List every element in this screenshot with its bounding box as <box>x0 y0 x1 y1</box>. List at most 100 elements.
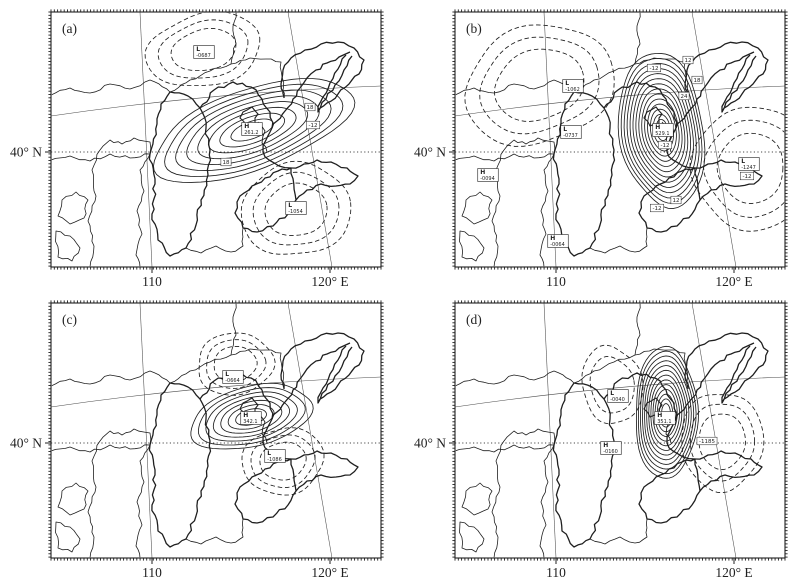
contour-dashed <box>198 332 276 396</box>
contour-solid <box>617 52 706 210</box>
extreme-marker-letter: L <box>741 158 745 165</box>
contour-solid <box>153 78 356 183</box>
contour-solid <box>175 89 332 172</box>
map-border <box>552 382 616 548</box>
map-border <box>51 79 171 96</box>
extreme-marker: H-0094 <box>477 168 499 182</box>
map-border <box>299 342 351 380</box>
map-border <box>589 518 648 545</box>
extreme-marker-letter: L <box>288 202 292 209</box>
extreme-marker-letter: H <box>550 235 555 242</box>
map-border <box>634 303 641 356</box>
map-border <box>634 12 641 65</box>
map-border <box>539 444 555 558</box>
extreme-marker-value: 261.2 <box>244 130 258 136</box>
map-border <box>684 332 769 404</box>
axis-labels: 40° N 110 120° E <box>414 145 753 290</box>
contour-solid <box>186 95 320 166</box>
frame-ticks <box>48 300 384 561</box>
map-border <box>290 450 359 492</box>
map-border <box>491 440 505 558</box>
panel-d: -1185 L -0040 H 351.1 H -0160 40° N 110 120° E (d) <box>404 291 808 582</box>
map-border <box>87 149 101 267</box>
contour-solid <box>648 374 685 451</box>
contour-dashed <box>252 171 340 246</box>
contour-solid <box>638 88 686 173</box>
contour-solid <box>640 355 695 470</box>
extreme-marker: L-0687 <box>193 45 215 59</box>
map-border <box>51 153 151 162</box>
x-axis-tick-label: 120° E <box>715 274 752 289</box>
map-border <box>455 370 575 387</box>
map-border <box>234 167 297 233</box>
contour-solid <box>650 379 683 447</box>
x-axis-tick-label: 110 <box>142 274 162 289</box>
svg-text:12: 12 <box>685 58 692 64</box>
graticule-meridian-110 <box>139 302 153 559</box>
contour-label: -12 <box>658 140 672 149</box>
map-border <box>317 54 353 113</box>
contour-dashed <box>689 403 756 482</box>
map-border <box>257 412 268 444</box>
map-border <box>539 153 555 267</box>
map-border <box>503 428 556 446</box>
contour-dashed <box>681 394 765 494</box>
panel-letter: (a) <box>62 21 77 36</box>
contour-solid <box>635 83 689 178</box>
graticule-parallel <box>50 376 382 408</box>
extreme-marker-value: -0737 <box>563 133 578 139</box>
map-border <box>148 91 212 257</box>
svg-text:-1185: -1185 <box>699 439 715 445</box>
contour-dashed <box>464 24 615 147</box>
map-border <box>721 345 757 404</box>
graticule-parallel <box>454 376 786 408</box>
extreme-marker: L-0040 <box>607 389 629 403</box>
base-map <box>455 12 769 267</box>
contour-solid <box>652 384 680 442</box>
graticule-parallel <box>454 85 786 117</box>
contour-solid <box>629 73 694 188</box>
contour-solid <box>646 369 687 456</box>
map-border <box>55 521 81 553</box>
extreme-marker: L-1062 <box>562 79 584 93</box>
contour-label: 12 <box>682 55 694 64</box>
extreme-marker: L-1247 <box>738 157 760 171</box>
map-border <box>603 81 678 129</box>
map-border <box>135 444 151 558</box>
contour-label: -12 <box>306 120 320 129</box>
extreme-marker-letter: H <box>655 124 660 131</box>
contour-solid <box>642 360 692 465</box>
panel-letter: (d) <box>466 312 482 327</box>
svg-text:18: 18 <box>307 105 314 111</box>
svg-text:18: 18 <box>694 78 701 84</box>
map-border <box>503 137 556 155</box>
svg-text:18: 18 <box>223 160 230 166</box>
axis-labels: 40° N 110 120° E <box>10 436 349 581</box>
svg-text:12: 12 <box>673 198 680 204</box>
svg-text:24: 24 <box>681 94 688 100</box>
panel-b-canvas: -12121824-1212-12-12L-1062L-0737H-0094H-… <box>414 9 788 290</box>
y-axis-tick-label: 40° N <box>414 145 446 160</box>
contour-solid <box>647 103 677 157</box>
contour-solid <box>227 404 275 430</box>
extreme-marker-value: -0687 <box>196 53 211 59</box>
contour-solid <box>641 93 683 167</box>
map-border <box>491 149 505 267</box>
extreme-marker-letter: L <box>225 371 229 378</box>
contour-dashed <box>144 12 261 86</box>
map-border <box>461 482 493 516</box>
extreme-marker-letter: H <box>243 412 248 419</box>
extreme-marker-letter: H <box>480 169 485 176</box>
svg-text:-12: -12 <box>661 143 670 149</box>
map-border <box>703 51 755 89</box>
contour-dashed <box>479 36 600 135</box>
panel-letter: (b) <box>466 21 482 36</box>
contour-dashed <box>716 132 784 205</box>
map-border <box>459 230 485 262</box>
map-border <box>589 227 648 254</box>
x-axis-tick-label: 110 <box>546 274 566 289</box>
contour-solid <box>620 58 703 204</box>
